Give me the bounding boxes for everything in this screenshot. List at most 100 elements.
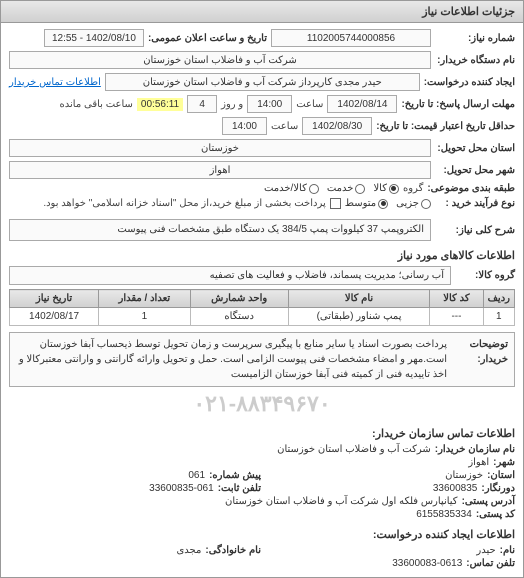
purchase-type-radios: جزیی متوسط bbox=[345, 198, 431, 209]
radio-dot-icon bbox=[355, 184, 365, 194]
c-phone-label: تلفن ثابت: bbox=[218, 483, 261, 494]
radio-dot-icon bbox=[309, 184, 319, 194]
row-validity: حداقل تاریخ اعتبار قیمت: تا تاریخ: 1402/… bbox=[9, 117, 515, 135]
treasury-label: پرداخت بخشی از مبلغ خرید،از محل "اسناد خ… bbox=[43, 198, 325, 209]
cell-name: پمپ شناور (طبقاتی) bbox=[288, 308, 430, 326]
c-fax-label: دورنگار: bbox=[481, 483, 515, 494]
contact-org: نام سازمان خریدار: شرکت آب و فاضلاب استا… bbox=[9, 444, 515, 455]
row-goods-group: گروه کالا: آب رسانی؛ مدیریت پسماند، فاضل… bbox=[9, 266, 515, 285]
deadline-days-label: و روز bbox=[221, 99, 243, 110]
announce-label: تاریخ و ساعت اعلان عمومی: bbox=[148, 33, 267, 44]
c-prefix-label: پیش شماره: bbox=[209, 470, 261, 481]
contact-city: شهر: اهواز bbox=[9, 457, 515, 468]
radio-medium[interactable]: متوسط bbox=[345, 198, 388, 209]
cell-qty: 1 bbox=[99, 308, 191, 326]
goods-section-title: اطلاعات کالاهای مورد نیاز bbox=[9, 249, 515, 262]
buyer-notes-text: پرداخت بصورت اسناد یا سایر منابع با پیگی… bbox=[16, 337, 447, 382]
c-mobile-label: تلفن تماس: bbox=[466, 558, 515, 569]
c-postal-label: کد پستی: bbox=[476, 509, 515, 520]
radio-minor[interactable]: جزیی bbox=[396, 198, 431, 209]
c-fax-value: 33600835 bbox=[433, 483, 478, 494]
c-city-value: اهواز bbox=[468, 457, 489, 468]
treasury-checkbox[interactable] bbox=[330, 198, 341, 209]
deadline-rem-label: ساعت باقی مانده bbox=[60, 99, 133, 110]
c-mobile-value: 33600083-0613 bbox=[392, 558, 462, 569]
contact-address: آدرس پستی: کیانپارس فلکه اول شرکت آب و ف… bbox=[9, 496, 515, 507]
row-trans-province: استان محل تحویل: خوزستان bbox=[9, 139, 515, 157]
col-code: کد کالا bbox=[430, 290, 483, 308]
c-address-value: کیانپارس فلکه اول شرکت آب و فاضلاب استان… bbox=[225, 496, 458, 507]
goods-group-label: گروه کالا: bbox=[455, 270, 515, 281]
c-city-label: شهر: bbox=[493, 457, 515, 468]
trans-city-label: شهر محل تحویل: bbox=[435, 165, 515, 176]
table-header-row: ردیف کد کالا نام کالا واحد شمارش تعداد /… bbox=[10, 290, 515, 308]
contact-section: اطلاعات تماس سازمان خریدار: نام سازمان خ… bbox=[9, 427, 515, 569]
buyer-notes-label: توضیحات خریدار: bbox=[453, 337, 508, 382]
category-label: طبقه بندی موضوعی: bbox=[427, 183, 515, 194]
radio-medium-label: متوسط bbox=[345, 198, 376, 209]
c-org-label: نام سازمان خریدار: bbox=[435, 444, 515, 455]
contact-mobile: تلفن تماس: 33600083-0613 bbox=[9, 558, 515, 569]
c-family-value: مجدی bbox=[176, 545, 201, 556]
radio-service[interactable]: خدمت bbox=[327, 183, 366, 194]
validity-time-label: ساعت bbox=[271, 121, 298, 132]
row-trans-city: شهر محل تحویل: اهواز bbox=[9, 161, 515, 179]
row-creator: ایجاد کننده درخواست: حیدر مجدی کارپرداز … bbox=[9, 73, 515, 91]
creator-label: ایجاد کننده درخواست: bbox=[424, 77, 515, 88]
col-row-no: ردیف bbox=[483, 290, 514, 308]
deadline-time: 14:00 bbox=[247, 95, 292, 113]
trans-province-value: خوزستان bbox=[9, 139, 431, 157]
row-main-desc: شرح کلی نیاز: الکتروپمپ 37 کیلووات پمپ 3… bbox=[9, 219, 515, 241]
radio-goods-label: کالا bbox=[373, 183, 387, 194]
radio-service-label: خدمت bbox=[327, 183, 354, 194]
c-prefix-value: 061 bbox=[188, 470, 205, 481]
contact-postal: کد پستی: 6155835334 bbox=[9, 509, 515, 520]
deadline-label: مهلت ارسال پاسخ: تا تاریخ: bbox=[401, 99, 515, 110]
c-province-value: خوزستان bbox=[445, 470, 483, 481]
col-name: نام کالا bbox=[288, 290, 430, 308]
req-creator-title: اطلاعات ایجاد کننده درخواست: bbox=[9, 528, 515, 541]
row-deadline: مهلت ارسال پاسخ: تا تاریخ: 1402/08/14 سا… bbox=[9, 95, 515, 113]
watermark-text: ۰۲۱-۸۸۳۴۹۶۷۰ bbox=[9, 391, 515, 417]
cell-code: --- bbox=[430, 308, 483, 326]
c-name-label: نام: bbox=[500, 545, 515, 556]
c-name-value: حیدر bbox=[476, 545, 495, 556]
contact-link[interactable]: اطلاعات تماس خریدار bbox=[9, 77, 101, 88]
radio-dot-icon bbox=[378, 199, 388, 209]
radio-goods[interactable]: کالا bbox=[373, 183, 399, 194]
details-panel: جزئیات اطلاعات نیاز شماره نیاز: 11020057… bbox=[0, 0, 524, 578]
panel-content: شماره نیاز: 1102005744000856 تاریخ و ساع… bbox=[1, 23, 523, 577]
col-qty: تعداد / مقدار bbox=[99, 290, 191, 308]
purchase-type-label: نوع فرآیند خرید : bbox=[435, 198, 515, 209]
validity-date: 1402/08/30 bbox=[302, 117, 372, 135]
cell-date: 1402/08/17 bbox=[10, 308, 99, 326]
category-radios: کالا خدمت کالا/خدمت bbox=[264, 183, 399, 194]
row-purchase-type: نوع فرآیند خرید : جزیی متوسط پرداخت بخشی… bbox=[9, 198, 515, 209]
cell-row-no: 1 bbox=[483, 308, 514, 326]
radio-dot-icon bbox=[389, 184, 399, 194]
main-desc-label: شرح کلی نیاز: bbox=[435, 225, 515, 236]
deadline-date: 1402/08/14 bbox=[327, 95, 397, 113]
c-family-label: نام خانوادگی: bbox=[205, 545, 261, 556]
goods-table: ردیف کد کالا نام کالا واحد شمارش تعداد /… bbox=[9, 289, 515, 326]
c-province-label: استان: bbox=[487, 470, 515, 481]
req-no-label: شماره نیاز: bbox=[435, 33, 515, 44]
buyer-org-label: نام دستگاه خریدار: bbox=[435, 55, 515, 66]
row-category: طبقه بندی موضوعی: گروه کالا خدمت کالا/خد… bbox=[9, 183, 515, 194]
req-no-value: 1102005744000856 bbox=[271, 29, 431, 47]
radio-both[interactable]: کالا/خدمت bbox=[264, 183, 319, 194]
c-org-value: شرکت آب و فاضلاب استان خوزستان bbox=[277, 444, 431, 455]
row-buyer-org: نام دستگاه خریدار: شرکت آب و فاضلاب استا… bbox=[9, 51, 515, 69]
main-desc-value: الکتروپمپ 37 کیلووات پمپ 384/5 یک دستگاه… bbox=[9, 219, 431, 241]
radio-both-label: کالا/خدمت bbox=[264, 183, 307, 194]
trans-province-label: استان محل تحویل: bbox=[435, 143, 515, 154]
col-unit: واحد شمارش bbox=[190, 290, 288, 308]
goods-group-value: آب رسانی؛ مدیریت پسماند، فاضلاب و فعالیت… bbox=[9, 266, 451, 285]
buyer-org-value: شرکت آب و فاضلاب استان خوزستان bbox=[9, 51, 431, 69]
c-address-label: آدرس پستی: bbox=[462, 496, 515, 507]
c-phone-value: 33600835-061 bbox=[149, 483, 214, 494]
radio-dot-icon bbox=[421, 199, 431, 209]
validity-label: حداقل تاریخ اعتبار قیمت: تا تاریخ: bbox=[376, 121, 515, 132]
row-req-announce: شماره نیاز: 1102005744000856 تاریخ و ساع… bbox=[9, 29, 515, 47]
announce-value: 1402/08/10 - 12:55 bbox=[44, 29, 144, 47]
